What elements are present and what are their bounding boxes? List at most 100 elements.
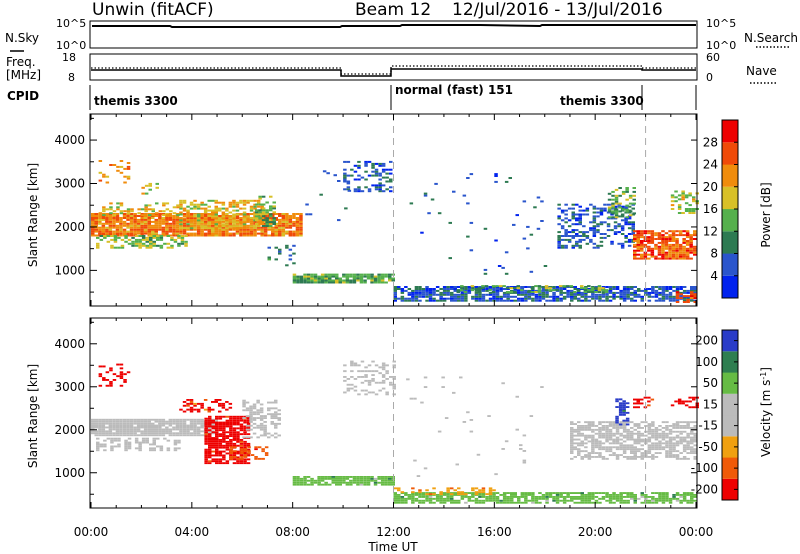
power-cell [254,209,259,212]
velocity-cell [630,494,634,496]
power-cell [154,215,158,217]
velocity-cell [548,492,553,494]
velocity-cell [580,434,584,437]
velocity-cell [353,385,358,388]
power-cell [606,203,611,206]
velocity-cell [115,422,120,425]
velocity-cell [672,425,676,427]
velocity-cell [222,440,226,443]
power-cell [343,174,347,177]
velocity-cell [374,393,379,396]
power-cell [218,232,222,235]
power-cell [258,209,262,212]
power-cell [418,291,422,294]
velocity-cell [665,440,669,443]
velocity-cell [570,428,574,431]
power-cell [242,207,247,210]
velocity-cell [686,494,690,496]
velocity-cell [538,492,542,494]
velocity-cell [136,420,141,423]
velocity-cell [474,493,479,496]
power-cell [377,273,381,276]
velocity-cell [105,418,109,421]
power-cell [450,299,454,302]
power-cell [596,231,600,234]
velocity-cell [331,479,335,482]
velocity-cell [245,401,250,404]
power-cell [152,242,156,245]
power-cell [113,235,118,237]
power-cell [688,212,692,214]
power-cell [172,226,176,229]
radar-title: Unwin (fitACF) [92,0,214,20]
power-cell [134,242,139,245]
velocity-cell [545,492,549,494]
velocity-colorbar-tick-label: -200 [691,482,718,496]
velocity-cell [222,433,226,436]
power-cell [232,232,236,235]
power-cell [203,217,208,220]
power-cell [400,291,405,294]
power-cell [693,245,697,248]
power-cell [189,225,194,228]
power-cell [407,288,412,290]
power-cell [91,224,95,227]
power-cell [138,238,142,241]
velocity-cell [222,431,226,434]
velocity-cell [172,432,176,435]
velocity-cell [608,432,613,435]
velocity-cell [587,456,592,458]
velocity-ylabel: Slant Range [km] [26,364,40,468]
power-cell [271,215,275,217]
velocity-cell [584,446,588,449]
velocity-cell [134,441,139,444]
velocity-cell [165,420,169,423]
velocity-cell [654,427,659,429]
power-cell [389,178,393,181]
velocity-cell [229,448,234,451]
power-cell [607,216,612,219]
power-cell [584,286,588,288]
power-cell [158,213,162,215]
power-cell [578,221,582,224]
power-cell [193,222,197,225]
power-cell [108,220,113,223]
power-cell [211,222,215,225]
power-cell [269,195,273,198]
power-cell [184,244,188,247]
power-cell [592,227,597,230]
velocity-cell [637,425,641,427]
power-cell [665,293,669,296]
power-cell [172,228,176,231]
velocity-cell [292,483,297,486]
power-cell [626,291,630,294]
velocity-cell [615,446,620,449]
velocity-cell [98,434,102,437]
power-cell [612,295,616,298]
velocity-cell [113,437,118,440]
power-cell [678,230,683,233]
power-cell [605,299,609,302]
power-cell [633,236,637,239]
power-cell [626,297,630,300]
velocity-cell [122,434,127,437]
velocity-cell [682,499,687,502]
power-cell [614,200,619,203]
power-cell [592,235,597,237]
power-cell [664,238,669,240]
power-cell [622,295,627,298]
power-cell [661,257,665,260]
power-cell [281,218,286,221]
velocity-cell [371,391,375,394]
velocity-cell [172,428,176,431]
power-cell [613,217,618,220]
power-cell [675,255,679,258]
velocity-cell [236,415,240,418]
power-cell [654,255,658,258]
velocity-cell [622,434,627,437]
velocity-cell [651,497,655,500]
power-cell [115,217,120,219]
velocity-cell [385,364,389,367]
power-cell [601,287,605,290]
